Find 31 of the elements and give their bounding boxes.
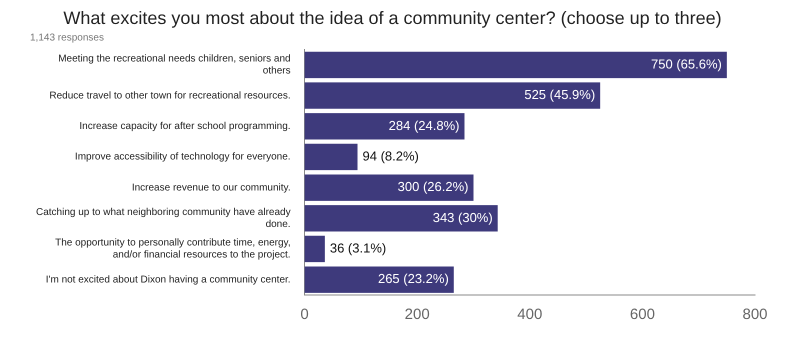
y-tick-label: Reduce travel to other town for recreational resources.: [49, 90, 291, 102]
bar: [304, 82, 600, 109]
text: 1,143 responses: [30, 32, 104, 44]
x-tick-label: 400: [517, 306, 542, 324]
data-label: 750 (65.6%): [651, 56, 722, 72]
data-label: 265 (23.2%): [378, 271, 449, 286]
bar: [304, 205, 498, 232]
x-tick-label: 800: [742, 306, 768, 324]
y-tick-label: I'm not excited about Dixon having a community center.: [46, 274, 291, 286]
bar: [304, 113, 464, 140]
data-label: 300 (26.2%): [398, 179, 468, 194]
y-tick-label: Catching up to what neighboring community have already done.: [36, 207, 291, 230]
bar: [304, 236, 325, 262]
y-tick-label: Increase revenue to our community.: [132, 182, 291, 194]
bar: [304, 174, 474, 201]
y-tick-label: The opportunity to personally contribute time, energy, and/or financial resources to the project.: [55, 238, 291, 261]
bar: [304, 52, 727, 78]
x-tick-label: 200: [404, 306, 430, 324]
data-label: 94 (8.2%): [362, 148, 419, 164]
y-tick-label: Improve accessibility of technology for everyone.: [74, 152, 291, 163]
y-tick-label: Increase capacity for after school programming.: [79, 121, 291, 132]
x-tick-label: 0: [300, 306, 309, 324]
bar: [304, 144, 358, 170]
chart-title: What excites you most about the idea of a community center? (choose up to three): [63, 8, 722, 28]
y-tick-label: Meeting the recreational needs children, seniors and others: [58, 54, 291, 77]
bar: [304, 266, 454, 293]
data-label: 343 (30%): [432, 210, 493, 225]
x-tick-label: 600: [630, 306, 655, 324]
data-label: 36 (3.1%): [330, 240, 386, 256]
data-label: 525 (45.9%): [524, 87, 596, 102]
data-label: 284 (24.8%): [388, 118, 460, 133]
